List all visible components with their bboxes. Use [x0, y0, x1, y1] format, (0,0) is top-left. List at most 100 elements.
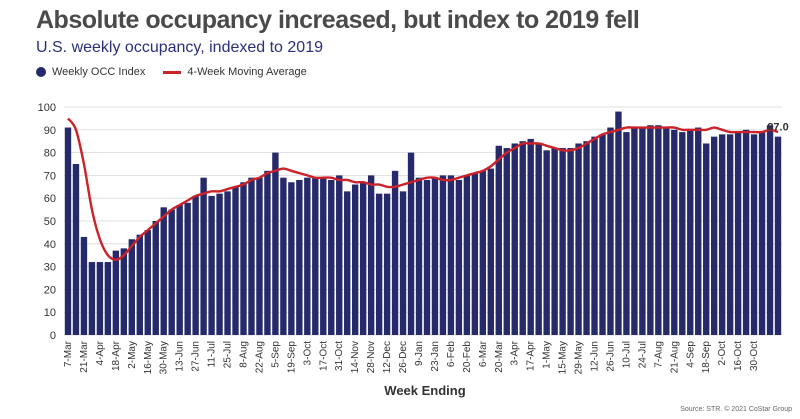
y-tick-label: 80 — [44, 148, 56, 160]
y-tick-label: 20 — [44, 284, 56, 296]
bar — [248, 177, 255, 335]
x-tick-label: 11-Jul — [207, 341, 218, 368]
bar — [687, 129, 694, 335]
bar — [216, 193, 223, 335]
bar — [72, 164, 80, 335]
x-tick-label: 3-Apr — [510, 340, 521, 365]
bar — [128, 239, 136, 335]
x-tick-label: 20-Feb — [462, 341, 473, 373]
bar — [152, 221, 159, 335]
x-tick-label: 24-Jul — [637, 341, 648, 368]
bar — [312, 177, 319, 335]
bar — [240, 182, 247, 335]
bar — [391, 170, 399, 335]
bar — [671, 129, 678, 335]
bar — [232, 186, 239, 335]
bar — [104, 262, 112, 335]
bar — [679, 132, 686, 335]
bar — [407, 152, 415, 335]
x-tick-label: 2-May — [127, 341, 138, 369]
bar — [383, 193, 391, 335]
y-tick-label: 90 — [44, 125, 56, 137]
bar — [758, 132, 766, 335]
x-tick-label: 13-Jun — [175, 341, 186, 372]
y-tick-label: 60 — [44, 193, 56, 205]
bar — [328, 179, 335, 335]
x-axis-label: Week Ending — [384, 383, 465, 398]
bar — [591, 136, 598, 335]
bar — [224, 191, 231, 335]
x-tick-label: 29-May — [574, 341, 585, 374]
legend: Weekly OCC Index 4-Week Moving Average — [36, 66, 307, 78]
bar — [423, 179, 431, 335]
legend-bar-label: Weekly OCC Index — [52, 66, 146, 78]
bar — [200, 177, 207, 335]
y-tick-label: 70 — [44, 170, 56, 182]
x-tick-label: 6-Mar — [478, 340, 489, 367]
bar — [431, 177, 439, 335]
x-tick-label: 3-Oct — [302, 341, 313, 366]
moving-average-path — [67, 117, 779, 261]
x-tick-label: 16-Oct — [733, 341, 744, 371]
bar — [710, 136, 718, 335]
bar — [559, 148, 566, 335]
bar — [503, 148, 510, 335]
x-tick-label: 22-Aug — [254, 341, 265, 373]
bar — [623, 132, 630, 335]
bar — [695, 127, 702, 336]
bar — [192, 195, 199, 335]
bar — [160, 207, 167, 335]
moving-average-line — [67, 117, 779, 261]
bar — [88, 262, 96, 335]
x-tick-label: 18-Sep — [701, 341, 712, 374]
chart-title: Absolute occupancy increased, but index … — [36, 6, 640, 34]
bar — [487, 168, 495, 335]
x-tick-label: 19-Sep — [286, 341, 297, 374]
bar — [519, 141, 526, 335]
bar — [344, 191, 351, 335]
legend-line-label: 4-Week Moving Average — [187, 66, 307, 78]
bar — [631, 127, 638, 336]
x-tick-label: 21-Mar — [79, 340, 90, 372]
bar — [296, 179, 303, 335]
bar — [567, 148, 574, 335]
bar — [615, 111, 622, 335]
bar — [479, 170, 487, 335]
x-tick-label: 1-May — [542, 341, 553, 369]
bar — [718, 134, 726, 335]
bar — [471, 173, 479, 335]
y-tick-label: 10 — [44, 307, 56, 319]
bar — [607, 127, 614, 336]
bar — [575, 143, 582, 335]
bar — [663, 127, 670, 336]
bar — [375, 193, 383, 335]
bar — [527, 138, 534, 335]
y-tick-label: 0 — [50, 330, 56, 342]
x-tick-label: 8-Aug — [239, 341, 250, 368]
bar — [742, 129, 750, 335]
bar — [463, 175, 471, 335]
x-tick-label: 23-Jan — [430, 341, 441, 372]
bar — [280, 177, 287, 335]
bar — [583, 141, 590, 335]
bar — [96, 262, 104, 335]
bar — [288, 182, 295, 335]
y-tick-label: 40 — [44, 239, 56, 251]
bar — [543, 150, 550, 335]
bar — [176, 205, 183, 335]
bar — [256, 177, 263, 335]
bar — [336, 175, 343, 335]
legend-bar-swatch — [36, 67, 46, 77]
bar — [535, 143, 542, 335]
bar — [399, 191, 407, 335]
x-tick-label: 18-Apr — [111, 340, 122, 371]
x-tick-label: 17-Oct — [318, 341, 329, 371]
x-tick-label: 17-Apr — [526, 340, 537, 371]
bar — [136, 234, 143, 335]
y-tick-label: 50 — [44, 216, 56, 228]
x-tick-label: 20-Mar — [494, 340, 505, 372]
bar — [264, 170, 271, 335]
x-tick-label: 25-Jul — [223, 341, 234, 368]
x-tick-label: 28-Nov — [366, 341, 377, 373]
